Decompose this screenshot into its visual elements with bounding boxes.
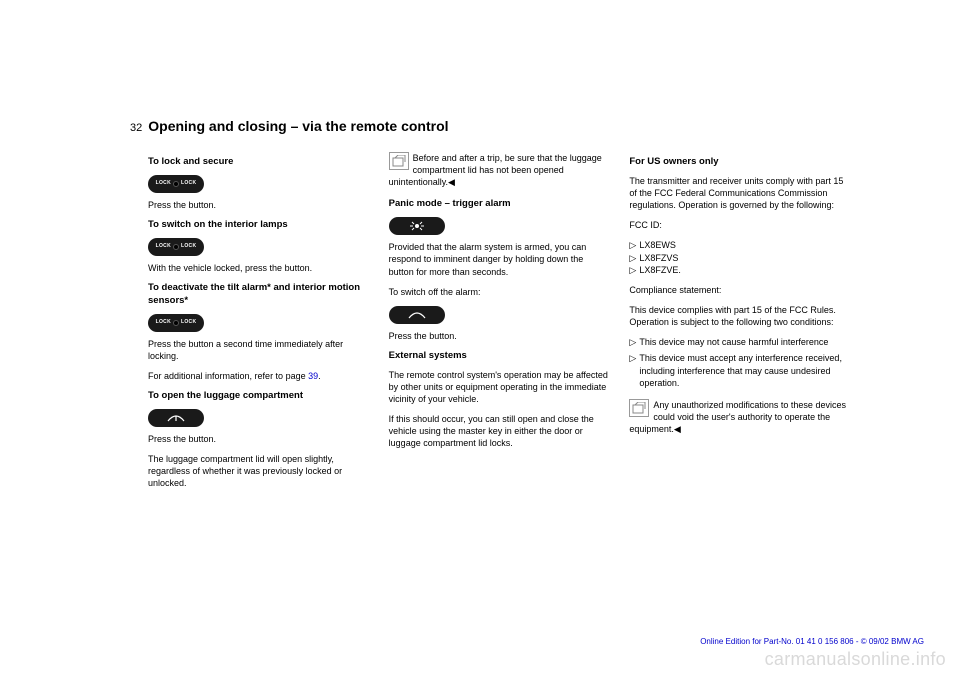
note-modifications-text: Any unauthorized modifications to these … bbox=[629, 400, 846, 434]
conditions-list: ▷This device may not cause harmful inter… bbox=[629, 336, 850, 389]
remote-label-right: LOCK bbox=[181, 180, 196, 187]
bullet-arrow-icon: ▷ bbox=[629, 264, 639, 276]
bullet-arrow-icon: ▷ bbox=[629, 252, 639, 264]
fcc-id-3: LX8FZVE. bbox=[639, 264, 681, 276]
page-title: Opening and closing – via the remote con… bbox=[148, 118, 448, 134]
condition-item: ▷This device must accept any interferenc… bbox=[629, 352, 850, 388]
remote-tilt-icon: LOCK LOCK bbox=[148, 314, 204, 332]
watermark: carmanualsonline.info bbox=[765, 649, 946, 670]
text-compliance: Compliance statement: bbox=[629, 284, 850, 296]
remote-trunk-icon bbox=[148, 409, 204, 427]
text-fcc-id: FCC ID: bbox=[629, 219, 850, 231]
fcc-id-list: ▷LX8EWS ▷LX8FZVS ▷LX8FZVE. bbox=[629, 239, 850, 275]
remote-label-left: LOCK bbox=[156, 243, 171, 250]
remote-label-left: LOCK bbox=[156, 180, 171, 187]
heading-panic: Panic mode – trigger alarm bbox=[389, 198, 610, 211]
heading-lock-secure: To lock and secure bbox=[148, 156, 369, 169]
text-vehicle-locked: With the vehicle locked, press the butto… bbox=[148, 262, 369, 274]
page-number: 32 bbox=[130, 122, 142, 134]
remote-button-dot bbox=[173, 320, 179, 326]
text-lid-open: The luggage compartment lid will open sl… bbox=[148, 453, 369, 489]
text-second-time: Press the button a second time immediate… bbox=[148, 338, 369, 362]
heading-interior-lamps: To switch on the interior lamps bbox=[148, 219, 369, 232]
end-mark: ◀ bbox=[674, 424, 681, 434]
heading-us-owners: For US owners only bbox=[629, 156, 850, 169]
heading-deactivate-tilt: To deactivate the tilt alarm* and interi… bbox=[148, 282, 369, 308]
text-press-button: Press the button. bbox=[148, 199, 369, 211]
text-complies: This device complies with part 15 of the… bbox=[629, 304, 850, 328]
column-1: To lock and secure LOCK LOCK Press the b… bbox=[148, 152, 369, 497]
note-icon bbox=[389, 152, 409, 170]
heading-external: External systems bbox=[389, 350, 610, 363]
text-remote-affected: The remote control system's operation ma… bbox=[389, 369, 610, 405]
text-switch-off: To switch off the alarm: bbox=[389, 286, 610, 298]
text-additional-info: For additional information, refer to pag… bbox=[148, 370, 369, 382]
fcc-id-item: ▷LX8FZVS bbox=[629, 252, 850, 264]
page-content: 32 Opening and closing – via the remote … bbox=[130, 118, 850, 497]
column-3: For US owners only The transmitter and r… bbox=[629, 152, 850, 497]
bullet-arrow-icon: ▷ bbox=[629, 336, 639, 348]
condition-2: This device must accept any interference… bbox=[639, 352, 850, 388]
fcc-id-item: ▷LX8FZVE. bbox=[629, 264, 850, 276]
heading-luggage: To open the luggage compartment bbox=[148, 390, 369, 403]
remote-button-dot bbox=[173, 244, 179, 250]
note-icon bbox=[629, 399, 649, 417]
columns: To lock and secure LOCK LOCK Press the b… bbox=[130, 152, 850, 497]
text-period: . bbox=[318, 371, 321, 381]
note-modifications: Any unauthorized modifications to these … bbox=[629, 399, 850, 435]
remote-label-left: LOCK bbox=[156, 319, 171, 326]
note-trip: Before and after a trip, be sure that th… bbox=[389, 152, 610, 188]
page-header: 32 Opening and closing – via the remote … bbox=[130, 118, 850, 134]
fcc-id-1: LX8EWS bbox=[639, 239, 676, 251]
text-refer-to: For additional information, refer to pag… bbox=[148, 371, 308, 381]
fcc-id-2: LX8FZVS bbox=[639, 252, 678, 264]
fcc-id-item: ▷LX8EWS bbox=[629, 239, 850, 251]
remote-off-icon bbox=[389, 306, 445, 324]
end-mark: ◀ bbox=[448, 177, 455, 187]
bullet-arrow-icon: ▷ bbox=[629, 239, 639, 251]
remote-label-right: LOCK bbox=[181, 319, 196, 326]
remote-panic-icon bbox=[389, 217, 445, 235]
text-press-button-off: Press the button. bbox=[389, 330, 610, 342]
remote-button-dot bbox=[173, 181, 179, 187]
note-trip-text: Before and after a trip, be sure that th… bbox=[389, 153, 602, 187]
text-press-button-trunk: Press the button. bbox=[148, 433, 369, 445]
column-2: Before and after a trip, be sure that th… bbox=[389, 152, 610, 497]
text-transmitter: The transmitter and receiver units compl… bbox=[629, 175, 850, 211]
remote-label-right: LOCK bbox=[181, 243, 196, 250]
condition-1: This device may not cause harmful interf… bbox=[639, 336, 828, 348]
text-alarm-armed: Provided that the alarm system is armed,… bbox=[389, 241, 610, 277]
page-link-39[interactable]: 39 bbox=[308, 371, 318, 381]
footer-edition: Online Edition for Part-No. 01 41 0 156 … bbox=[700, 637, 924, 646]
text-master-key: If this should occur, you can still open… bbox=[389, 413, 610, 449]
remote-lock-icon: LOCK LOCK bbox=[148, 175, 204, 193]
bullet-arrow-icon: ▷ bbox=[629, 352, 639, 388]
remote-lamps-icon: LOCK LOCK bbox=[148, 238, 204, 256]
condition-item: ▷This device may not cause harmful inter… bbox=[629, 336, 850, 348]
